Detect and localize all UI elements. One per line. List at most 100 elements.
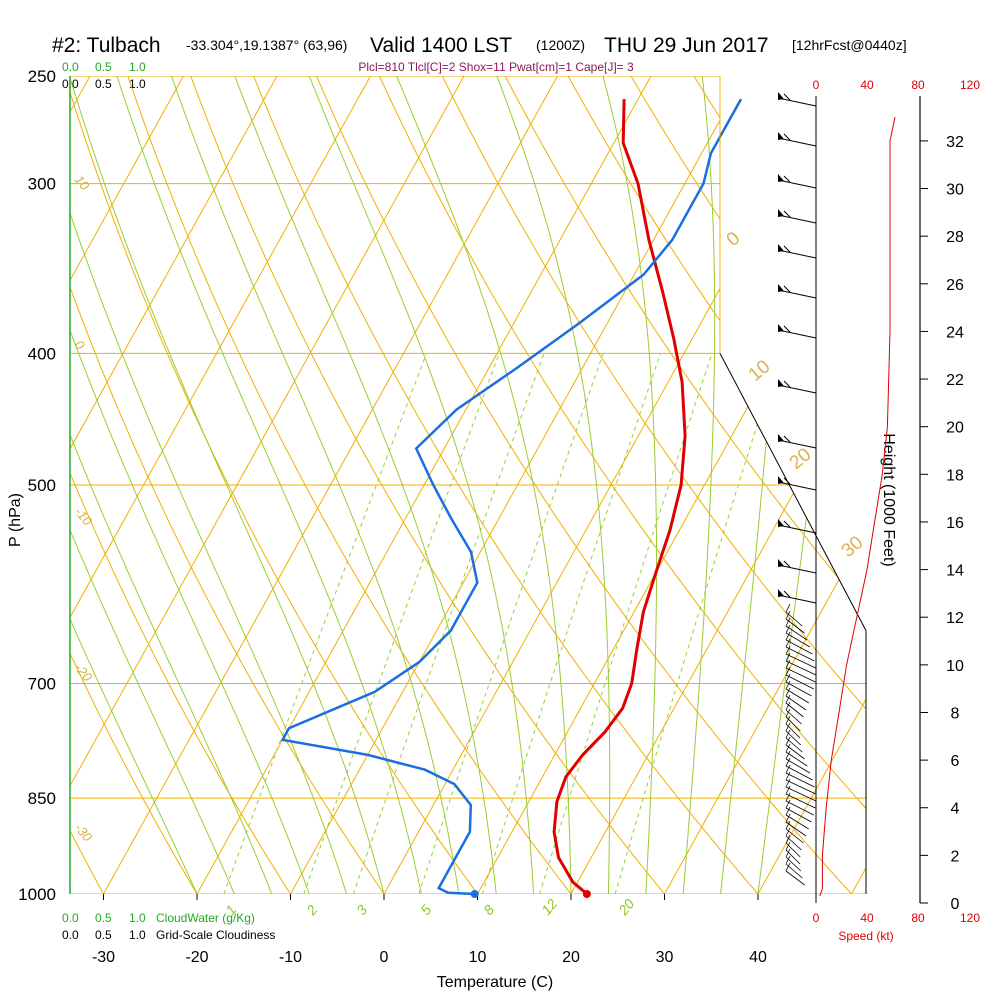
height-tick-label: 32 [946, 134, 964, 151]
speed-tick-label-top: 0 [813, 78, 820, 92]
dry-adiabat-label: 0 [723, 228, 745, 251]
wind-barb-low-feather [785, 631, 791, 641]
top-black-1: 0.5 [95, 77, 112, 91]
wind-barb-feather [783, 93, 791, 101]
wind-barb-low-feather [785, 736, 791, 746]
wind-barb-feather [783, 477, 791, 485]
moist-adiabat [70, 76, 310, 894]
wind-barb-low-feather [785, 757, 791, 767]
y-axis-title: P (hPa) [7, 493, 24, 547]
wind-barb-flag [778, 476, 784, 484]
wind-barb-low [785, 772, 815, 788]
wind-barb-low [785, 807, 812, 823]
wind-barb-low [785, 744, 805, 760]
isotherm-line [70, 76, 258, 894]
speed-tick-label-bottom: 0 [813, 911, 820, 925]
pressure-label: 250 [28, 67, 56, 86]
height-tick-label: 20 [946, 420, 964, 437]
wind-barb [777, 594, 817, 604]
top-black-2: 1.0 [129, 77, 146, 91]
x-tick-label: 40 [749, 949, 767, 966]
wind-barb-low-feather [785, 729, 791, 739]
cloudwater-label: CloudWater (g/Kg) [156, 911, 255, 925]
height-tick-label: 16 [946, 515, 964, 532]
forecast-label: [12hrFcst@0440z] [792, 37, 907, 53]
speed-tick-label-bottom: 40 [860, 911, 874, 925]
dry-adiabat [368, 76, 866, 894]
dry-adiabat-label: 20 [786, 444, 816, 474]
moist-adiabat [70, 76, 385, 894]
dry-adiabat [0, 52, 25, 923]
wind-barb [777, 97, 817, 107]
height-tick-label: 10 [946, 658, 964, 675]
wind-barb-flag [778, 284, 784, 292]
moist-adiabat [70, 76, 348, 894]
pressure-label: 700 [28, 675, 56, 694]
mixing-ratio-line [352, 353, 545, 894]
dry-adiabat [70, 76, 500, 894]
wind-barb-low [785, 674, 814, 690]
speed-tick-label-bottom: 120 [960, 911, 980, 925]
wind-barb-flag [778, 379, 784, 387]
bottom-black-2: 1.0 [129, 928, 146, 942]
speed-tick-label-top: 120 [960, 78, 980, 92]
wind-barb-feather [783, 245, 791, 253]
wind-barb-feather [783, 285, 791, 293]
height-tick-label: 22 [946, 372, 964, 389]
height-tick-label: 18 [946, 467, 964, 484]
speed-tick-label-top: 80 [911, 78, 925, 92]
wind-barb-flag [778, 132, 784, 140]
wind-barb-low [785, 870, 805, 886]
mixing-ratio-label: 5 [417, 902, 434, 918]
top-green-1: 0.5 [95, 60, 112, 74]
mixing-ratio-line [223, 353, 428, 894]
isotherm-line [70, 76, 351, 894]
mixing-ratio-line [614, 353, 781, 894]
wind-speed-profile [819, 116, 896, 897]
wind-barb-low [785, 765, 813, 781]
wind-barb [777, 289, 817, 299]
isotherm-line [570, 76, 866, 894]
mixing-ratio-line [539, 353, 713, 894]
dry-adiabat [616, 76, 866, 894]
station-coords: -33.304°,19.1387° (63,96) [186, 37, 347, 53]
bottom-green-0: 0.0 [62, 911, 79, 925]
mixing-ratio-label: 20 [614, 896, 637, 919]
mixing-ratio-line [418, 353, 604, 894]
wind-barb-low [785, 660, 817, 676]
wind-barb-low-feather [785, 750, 791, 760]
x-tick-label: -10 [279, 949, 302, 966]
wind-barb-low-feather [785, 771, 791, 781]
wind-barb-flag [778, 434, 784, 442]
wind-barb [777, 439, 817, 449]
mixing-ratio-line [303, 353, 500, 894]
height-axis-title: Height (1000 Feet) [880, 433, 897, 566]
wind-barb-flag [778, 174, 784, 182]
dry-adiabat [70, 76, 120, 894]
temperature-profile [552, 99, 687, 896]
surface-temperature-dot [582, 890, 591, 898]
moist-adiabat [299, 76, 535, 894]
wind-barb-flag [778, 92, 784, 100]
wind-barb-low-feather [785, 855, 791, 865]
wind-barb-flag [778, 209, 784, 217]
height-tick-label: 2 [951, 848, 960, 865]
wind-barb-low-feather [785, 827, 791, 837]
isotherm-line [70, 76, 71, 894]
moist-adiabat [108, 76, 422, 894]
wind-barb-low [785, 667, 816, 683]
wind-barb-low [785, 828, 804, 844]
wind-barb-low-feather [785, 785, 791, 795]
moist-adiabat [595, 76, 657, 894]
wind-barb-low-feather [785, 799, 791, 809]
moist-adiabat [70, 76, 273, 894]
pressure-label: 1000 [18, 885, 56, 904]
cloudiness-label: Grid-Scale Cloudiness [156, 928, 275, 942]
isotherm-label: 10 [72, 172, 93, 193]
wind-barb [777, 329, 817, 339]
wind-barb-low-feather [785, 610, 791, 620]
wind-barb-low-feather [785, 834, 791, 844]
isotherm-line [70, 76, 538, 894]
height-tick-label: 8 [951, 705, 960, 722]
dry-adiabat [119, 76, 594, 894]
